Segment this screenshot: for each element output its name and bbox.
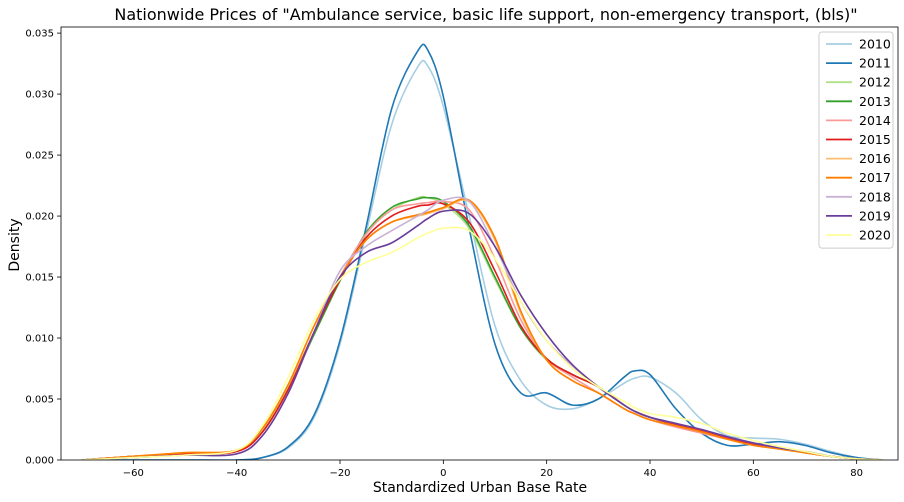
y-tick-label: 0.030 bbox=[25, 90, 54, 101]
legend-label-2016: 2016 bbox=[859, 151, 891, 166]
legend-label-2010: 2010 bbox=[859, 37, 891, 52]
series-line-2020 bbox=[81, 226, 883, 460]
x-tick-label: −40 bbox=[226, 468, 247, 479]
legend: 2010 2011 2012 2013 2014 2015 2016 2017 2018 2019… bbox=[818, 31, 894, 249]
series-line-2017 bbox=[81, 198, 883, 460]
series-line-2013 bbox=[81, 196, 883, 460]
legend-box bbox=[818, 31, 894, 249]
legend-label-2015: 2015 bbox=[859, 132, 891, 147]
legend-label-2019: 2019 bbox=[859, 208, 891, 223]
series-line-2016 bbox=[81, 199, 883, 460]
axes: −60 −40 −20 0 20 40 60 80 0.000 0.005 0.010 0.015 0.… bbox=[25, 26, 899, 479]
y-tick-label: 0.010 bbox=[25, 334, 54, 345]
legend-label-2012: 2012 bbox=[859, 75, 891, 90]
series-line-2014 bbox=[81, 200, 883, 460]
x-tick-label: 20 bbox=[540, 468, 553, 479]
series-line-2018 bbox=[81, 196, 883, 460]
x-tick-label: 60 bbox=[747, 468, 760, 479]
series-line-2010 bbox=[81, 59, 883, 460]
y-tick-label: 0.020 bbox=[25, 212, 54, 223]
y-axis-title: Density bbox=[7, 218, 23, 271]
x-tick-label: 40 bbox=[644, 468, 657, 479]
series-line-2012 bbox=[81, 195, 883, 460]
x-tick-label: 80 bbox=[850, 468, 863, 479]
y-tick-label: 0.000 bbox=[25, 456, 54, 467]
legend-label-2014: 2014 bbox=[859, 113, 891, 128]
legend-label-2018: 2018 bbox=[859, 189, 891, 204]
legend-label-2013: 2013 bbox=[859, 94, 891, 109]
x-axis-title: Standardized Urban Base Rate bbox=[373, 480, 587, 496]
plot-frame bbox=[60, 26, 899, 461]
legend-label-2020: 2020 bbox=[859, 228, 891, 243]
legend-label-2011: 2011 bbox=[859, 56, 891, 71]
series-line-2015 bbox=[81, 201, 883, 460]
y-tick-label: 0.005 bbox=[25, 395, 54, 406]
chart-title: Nationwide Prices of "Ambulance service,… bbox=[114, 5, 857, 24]
legend-label-2017: 2017 bbox=[859, 170, 891, 185]
y-tick-label: 0.015 bbox=[25, 273, 54, 284]
series-line-2019 bbox=[81, 209, 883, 460]
x-tick-label: 0 bbox=[440, 468, 446, 479]
y-tick-label: 0.035 bbox=[25, 29, 54, 40]
x-tick-label: −60 bbox=[123, 468, 144, 479]
x-tick-label: −20 bbox=[329, 468, 350, 479]
plot-area bbox=[81, 43, 883, 460]
y-tick-label: 0.025 bbox=[25, 151, 54, 162]
